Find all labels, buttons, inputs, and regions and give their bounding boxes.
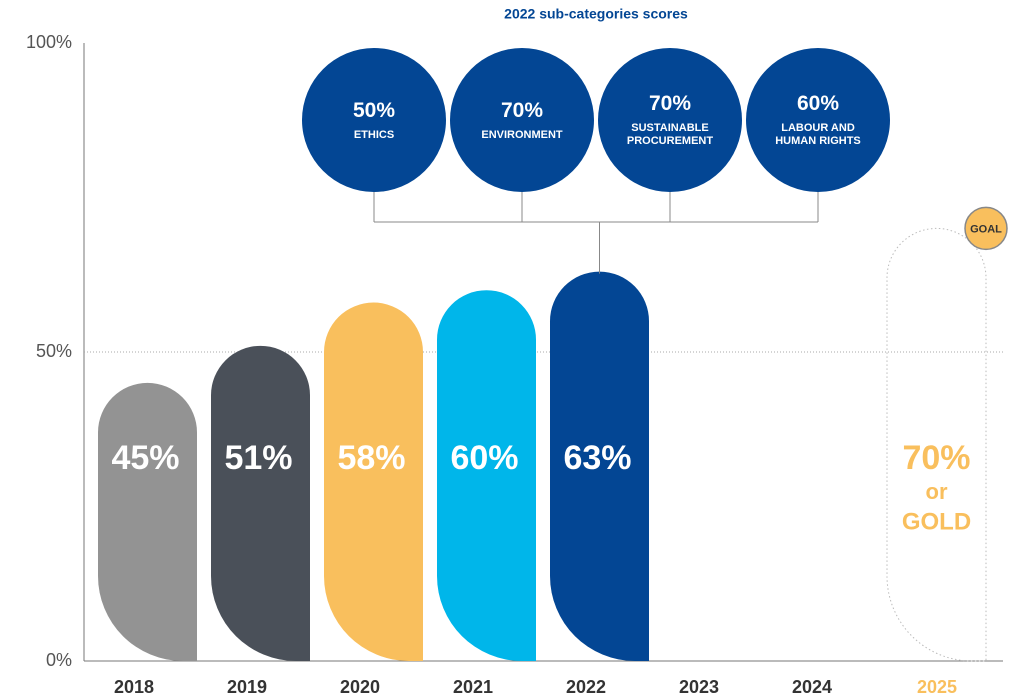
- sub-category-circle: 70% ENVIRONMENT: [450, 48, 594, 192]
- value-label: 51%: [224, 439, 292, 477]
- value-label: 58%: [337, 439, 405, 477]
- value-label: 45%: [111, 439, 179, 477]
- x-tick-label: 2023: [679, 677, 719, 697]
- sub-category-circle: 60% LABOUR AND HUMAN RIGHTS: [746, 48, 890, 192]
- bar: [324, 302, 423, 661]
- sub-category-name: SUSTAINABLE PROCUREMENT: [626, 122, 714, 147]
- sub-category-value: 70%: [648, 92, 692, 115]
- goal-outline: [886, 227, 987, 662]
- goal-badge: [964, 206, 1008, 251]
- x-tick-label: 2024: [792, 677, 832, 697]
- bar: [550, 271, 649, 661]
- sub-category-value: 60%: [796, 92, 840, 115]
- bar: [98, 382, 197, 661]
- sub-category-name: ENVIRONMENT: [481, 128, 563, 141]
- goal-badge-label: GOAL: [970, 223, 1002, 235]
- x-tick-label: 2025: [917, 677, 957, 697]
- sub-category-name: ETHICS: [353, 128, 395, 141]
- sub-category-value: 70%: [500, 98, 544, 122]
- goal-alternative: GOLD: [902, 508, 971, 535]
- bar: [436, 290, 536, 661]
- x-tick-label: 2021: [453, 677, 493, 697]
- sub-category-name: LABOUR AND HUMAN RIGHTS: [775, 122, 861, 147]
- y-tick-label: 100%: [26, 32, 72, 52]
- sub-categories-title: 2022 sub-categories scores: [504, 6, 688, 22]
- y-tick-label: 0%: [46, 650, 72, 670]
- value-label: 60%: [450, 439, 518, 477]
- sub-category-circle: 70% SUSTAINABLE PROCUREMENT: [598, 48, 742, 192]
- y-tick-label: 50%: [36, 341, 72, 361]
- x-tick-label: 2020: [340, 677, 380, 697]
- goal-value-label: 70%: [902, 439, 970, 477]
- x-tick-label: 2022: [566, 677, 606, 697]
- sub-category-circle: 50% ETHICS: [302, 48, 446, 192]
- bar: [211, 345, 310, 661]
- x-tick-label: 2019: [227, 677, 267, 697]
- value-label: 63%: [563, 439, 631, 477]
- x-tick-label: 2018: [114, 677, 154, 697]
- sub-category-value: 50%: [352, 98, 396, 122]
- goal-joiner: or: [926, 479, 948, 504]
